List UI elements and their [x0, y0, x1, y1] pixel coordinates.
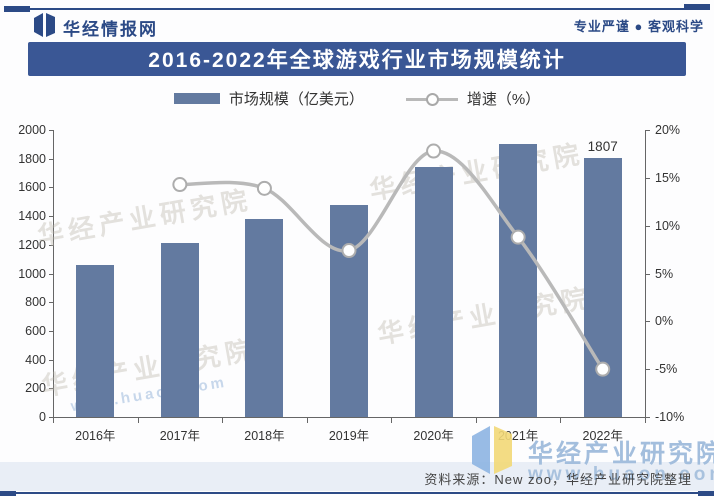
y-axis-tick-label-left: 1200 — [18, 237, 46, 252]
x-axis-label: 2018年 — [244, 429, 285, 443]
y-axis-tick-left — [49, 273, 53, 275]
y-axis-tick-left — [49, 216, 53, 218]
y-axis-tick-left — [49, 130, 53, 131]
y-axis-tick-label-left: 1400 — [18, 209, 46, 224]
y-axis-tick-label-right: -10% — [655, 410, 685, 424]
legend: 市场规模（亿美元） 增速（%） — [0, 88, 714, 109]
y-axis-tick-left — [49, 244, 53, 246]
x-axis — [53, 417, 646, 418]
y-axis-tick-label-left: 400 — [25, 352, 46, 367]
bar-2018年 — [245, 218, 284, 417]
bottom-divider-left-cap — [0, 490, 16, 496]
growth-line-marker — [172, 177, 188, 193]
x-axis-tick — [222, 418, 224, 423]
brand-name: 华经情报网 — [63, 20, 158, 39]
x-axis-tick — [560, 418, 562, 423]
y-axis-tick-label-right: -5% — [655, 362, 678, 377]
bottom-divider — [4, 492, 710, 494]
y-axis-tick-right — [646, 177, 650, 179]
y-axis-tick-left — [49, 359, 53, 361]
y-axis-tick-label-left: 800 — [25, 295, 46, 310]
y-axis-right — [645, 130, 646, 417]
chart-title: 2016-2022年全球游戏行业市场规模统计 — [148, 49, 566, 72]
x-axis-tick — [306, 418, 308, 423]
bar-swatch-icon — [173, 93, 220, 104]
footer-band — [0, 462, 714, 491]
y-axis-tick-left — [49, 158, 53, 160]
growth-line-marker — [595, 361, 611, 377]
growth-line-marker — [510, 229, 526, 245]
x-axis-label: 2019年 — [328, 429, 370, 443]
legend-line-label: 增速（%） — [466, 91, 541, 108]
legend-bar-label: 市场规模（亿美元） — [228, 91, 364, 108]
y-axis-tick-right — [646, 225, 650, 227]
y-axis-tick-label-right: 5% — [655, 266, 674, 281]
y-axis-left — [53, 130, 54, 417]
y-axis-tick-left — [49, 187, 53, 189]
y-axis-tick-left — [49, 302, 53, 304]
x-axis-tick — [137, 418, 139, 423]
y-axis-tick-label-left: 1600 — [18, 180, 46, 195]
bar-2016年 — [76, 264, 115, 417]
x-axis-tick — [391, 418, 393, 423]
book-logo-icon — [34, 13, 56, 42]
x-axis-tick — [645, 418, 646, 423]
title-banner: 2016-2022年全球游戏行业市场规模统计 — [28, 42, 686, 76]
bottom-divider-right-cap — [698, 489, 714, 496]
line-marker-icon — [405, 92, 458, 106]
x-axis-label: 2022年 — [582, 429, 623, 443]
y-axis-tick-label-left: 600 — [25, 323, 46, 338]
y-axis-tick-left — [49, 417, 53, 418]
y-axis-tick-right — [646, 321, 650, 323]
y-axis-tick-right — [646, 130, 650, 131]
x-axis-tick — [53, 418, 54, 423]
top-divider — [6, 8, 708, 10]
legend-item-bar: 市场规模（亿美元） — [173, 88, 364, 109]
y-axis-tick-label-left: 0 — [39, 410, 46, 424]
bar-2021年 — [499, 144, 538, 417]
top-divider-right-cap — [684, 4, 710, 10]
growth-line-marker — [426, 143, 442, 159]
growth-line-marker — [256, 180, 272, 196]
legend-item-line: 增速（%） — [378, 88, 540, 109]
y-axis-tick-label-right: 0% — [655, 314, 674, 329]
growth-line — [179, 149, 605, 371]
x-axis-label: 2017年 — [159, 429, 200, 443]
y-axis-tick-label-left: 1800 — [18, 151, 46, 166]
y-axis-tick-label-right: 20% — [655, 123, 681, 137]
growth-line-marker — [341, 243, 357, 259]
y-axis-tick-right — [646, 273, 650, 275]
chart-plot-area: 2000 1800 1600 1400 1200 1000 800 600 400 200 0 20%… — [0, 118, 714, 462]
brand: 华经情报网 — [34, 13, 158, 42]
x-axis-tick — [475, 418, 477, 423]
y-axis-tick-left — [49, 330, 53, 332]
x-axis-label: 2020年 — [413, 429, 454, 443]
y-axis-tick-right — [646, 369, 650, 371]
x-axis-label: 2016年 — [75, 429, 116, 443]
y-axis-tick-label-left: 2000 — [18, 123, 46, 137]
y-axis-tick-label-right: 10% — [655, 218, 681, 233]
bar-2020年 — [414, 166, 453, 417]
header-slogan: 专业严谨 ● 客观科学 — [573, 19, 704, 34]
y-axis-tick-label-right: 15% — [655, 170, 681, 185]
growth-line-layer — [172, 143, 611, 377]
top-divider-left-cap — [4, 6, 30, 12]
bar-value-label: 1807 — [587, 138, 618, 154]
y-axis-tick-label-left: 1000 — [18, 266, 46, 281]
bar-2017年 — [160, 243, 199, 417]
bar-2019年 — [330, 204, 368, 417]
source-note: 资料来源：New zoo，华经产业研究院整理 — [424, 472, 692, 487]
y-axis-tick-left — [49, 388, 53, 390]
y-axis-tick-label-left: 200 — [25, 381, 46, 396]
y-axis-tick-right — [646, 417, 650, 418]
